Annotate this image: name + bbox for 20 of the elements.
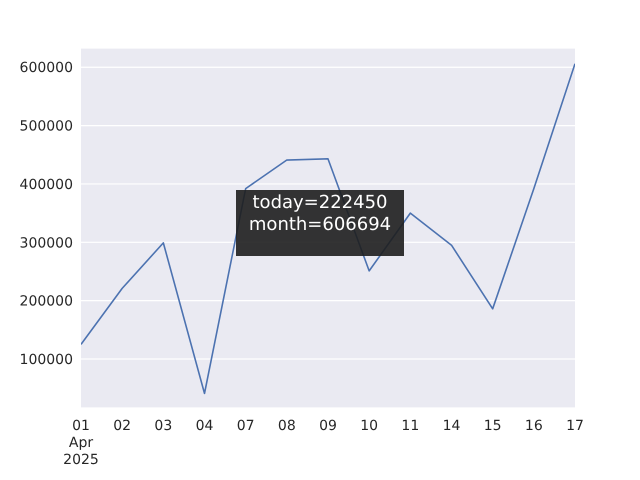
x-tick-label: 16 bbox=[524, 418, 543, 434]
x-tick-label: 17 bbox=[566, 418, 584, 434]
y-tick-label: 200000 bbox=[20, 294, 73, 310]
annotation: today=222450 month=606694 bbox=[236, 190, 404, 256]
x-tick-label: 14 bbox=[442, 418, 460, 434]
x-tick-label: 01 Apr 2025 bbox=[63, 418, 99, 468]
x-tick-label: 04 bbox=[196, 418, 214, 434]
y-tick-label: 100000 bbox=[20, 352, 73, 368]
y-tick-label: 500000 bbox=[20, 118, 73, 135]
x-tick-label: 02 bbox=[113, 418, 132, 434]
x-tick-label: 15 bbox=[484, 418, 502, 434]
x-tick-label: 10 bbox=[360, 418, 378, 434]
y-tick-label: 600000 bbox=[20, 60, 73, 76]
x-tick-label: 03 bbox=[154, 418, 172, 434]
x-tick-label: 09 bbox=[319, 418, 337, 434]
y-tick-label: 400000 bbox=[20, 176, 73, 193]
x-tick-label: 11 bbox=[401, 418, 420, 434]
x-tick-label: 07 bbox=[236, 418, 255, 434]
x-tick-label: 08 bbox=[278, 418, 296, 434]
y-tick-label: 300000 bbox=[20, 235, 73, 252]
